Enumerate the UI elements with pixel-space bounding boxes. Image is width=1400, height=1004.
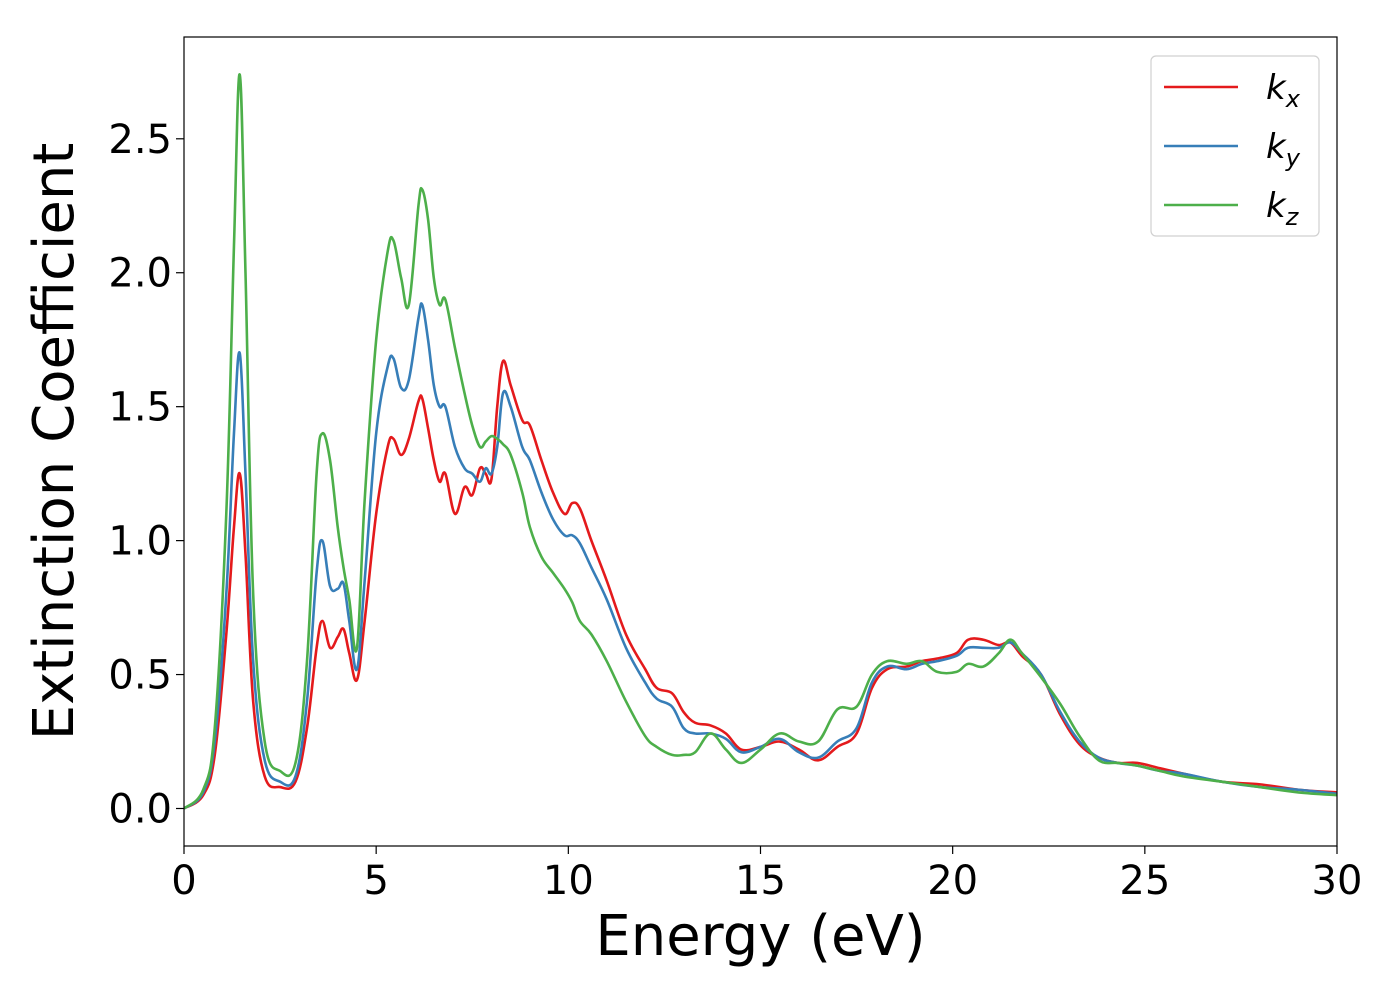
x-tick-label: 0 — [171, 858, 196, 904]
y-tick-label: 0.0 — [108, 786, 172, 832]
y-tick-label: 2.0 — [108, 251, 172, 297]
y-axis-label: Extinction Coefficient — [22, 143, 87, 741]
x-tick-label: 30 — [1312, 858, 1363, 904]
y-tick-label: 2.5 — [108, 117, 172, 163]
x-tick-label: 10 — [543, 858, 594, 904]
y-tick-label: 1.0 — [108, 519, 172, 565]
y-axis-ticks: 0.0 0.5 1.0 1.5 2.0 2.5 — [108, 117, 184, 832]
series-line-y — [184, 302, 1337, 810]
series-line-z — [184, 73, 1337, 810]
y-tick-label: 1.5 — [108, 385, 172, 431]
legend-label-main: k — [1266, 68, 1287, 108]
x-axis-ticks: 0 5 10 15 20 25 30 — [171, 846, 1362, 904]
legend-label-sub: z — [1285, 203, 1300, 231]
legend-label-sub: y — [1285, 144, 1301, 172]
legend-label-sub: x — [1285, 85, 1301, 113]
y-tick-label: 0.5 — [108, 653, 172, 699]
series-layer — [184, 73, 1337, 810]
legend-label-x: kx — [1266, 68, 1301, 113]
x-tick-label: 5 — [363, 858, 388, 904]
legend-label-y: ky — [1266, 127, 1301, 172]
legend-label-main: k — [1266, 186, 1287, 226]
x-axis-label: Energy (eV) — [595, 904, 925, 969]
x-tick-label: 25 — [1119, 858, 1170, 904]
legend-label-main: k — [1266, 127, 1287, 167]
legend-label-z: kz — [1266, 186, 1300, 231]
x-tick-label: 15 — [735, 858, 786, 904]
x-tick-label: 20 — [927, 858, 978, 904]
series-line-x — [184, 359, 1337, 810]
